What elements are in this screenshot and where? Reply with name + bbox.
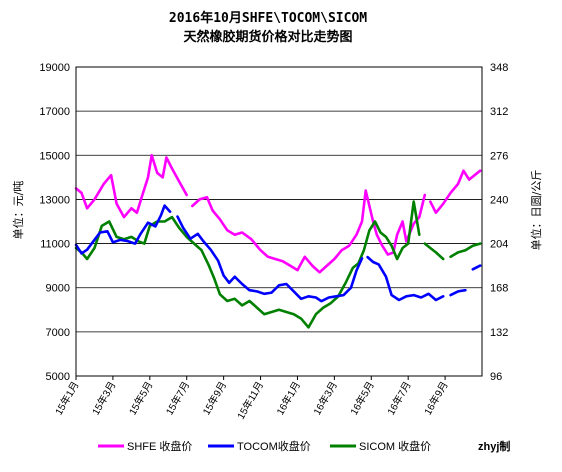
chart-title: 2016年10月SHFE\TOCOM\SICOM	[169, 10, 367, 26]
y-tick-right-label: 204	[490, 239, 508, 251]
y-tick-left-label: 7000	[46, 327, 70, 339]
y-tick-right-label: 312	[490, 106, 508, 118]
legend-label-sicom: SICOM 收盘价	[359, 439, 431, 453]
plot-frame	[75, 66, 483, 377]
x-tick-label: 16年9月	[421, 379, 451, 417]
series-line-tocom	[74, 204, 482, 303]
series-layer	[74, 154, 482, 329]
y-tick-right-label: 132	[490, 327, 508, 339]
y-axis-left: 5000 7000 9000 11000 13000 15000 17000 19000	[39, 62, 70, 383]
credit-label: zhyj制	[478, 439, 510, 453]
x-tick-label: 15年1月	[52, 379, 82, 417]
y-tick-left-label: 17000	[39, 106, 70, 118]
x-axis: 15年1月 15年3月 15年5月 15年7月 15年9月 15年11月 16年1月 16年3…	[52, 376, 451, 421]
y-tick-left-label: 11000	[40, 239, 70, 251]
legend-label-tocom: TOCOM收盘价	[237, 439, 311, 453]
y-axis-right-label: 单位：日圆/公斤	[529, 170, 543, 251]
x-tick-label: 16年5月	[347, 379, 377, 417]
y-tick-right-label: 276	[490, 150, 508, 162]
y-tick-left-label: 13000	[39, 194, 70, 206]
y-tick-left-label: 9000	[46, 283, 70, 295]
x-tick-label: 15年3月	[89, 379, 119, 417]
y-tick-left-label: 19000	[39, 62, 70, 74]
y-axis-left-label: 单位：元/吨	[11, 181, 25, 240]
x-tick-label: 15年7月	[163, 379, 193, 417]
x-tick-label: 15年5月	[126, 379, 156, 417]
x-tick-label: 15年11月	[234, 379, 266, 421]
series-line-sicom	[74, 200, 482, 329]
y-tick-right-label: 96	[490, 371, 502, 383]
x-tick-label: 16年7月	[384, 379, 414, 417]
series-line-shfe	[74, 154, 482, 274]
y-tick-right-label: 168	[490, 283, 508, 295]
x-tick-label: 16年1月	[273, 379, 303, 417]
legend-label-shfe: SHFE 收盘价	[127, 439, 192, 453]
y-tick-left-label: 15000	[39, 150, 70, 162]
y-axis-right: 96 132 168 204 240 276 312 348	[490, 62, 508, 383]
y-tick-right-label: 240	[490, 194, 508, 206]
chart-subtitle: 天然橡胶期货价格对比走势图	[183, 29, 352, 45]
x-tick-label: 15年9月	[200, 379, 230, 417]
y-tick-right-label: 348	[490, 62, 508, 74]
y-tick-left-label: 5000	[46, 371, 70, 383]
legend: SHFE 收盘价 TOCOM收盘价 SICOM 收盘价	[98, 439, 431, 453]
x-tick-label: 16年3月	[310, 379, 340, 417]
